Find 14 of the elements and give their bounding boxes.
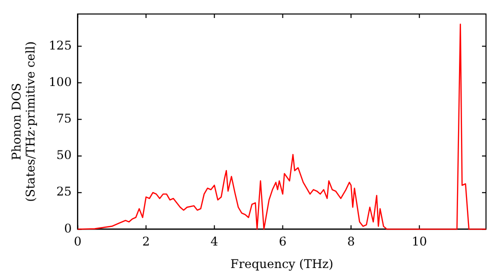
- y-tick-label: 25: [56, 184, 72, 199]
- x-axis-title: Frequency (THz): [230, 256, 334, 271]
- y-tick-label: 100: [48, 74, 72, 89]
- x-tick-label: 4: [210, 234, 219, 249]
- y-tick-label: 0: [64, 221, 72, 236]
- y-tick-label: 125: [48, 38, 72, 52]
- x-tick-label: 6: [278, 234, 287, 249]
- x-tick-label: 10: [412, 234, 428, 249]
- x-tick-label: 2: [142, 234, 150, 249]
- y-tick-label: 50: [56, 148, 72, 162]
- y-tick-label: 75: [56, 112, 72, 126]
- x-tick-label: 8: [347, 234, 355, 249]
- x-tick-label: 0: [74, 234, 82, 249]
- y-axis-title: Phonon DOS (States/THz·primitive cell): [9, 41, 38, 202]
